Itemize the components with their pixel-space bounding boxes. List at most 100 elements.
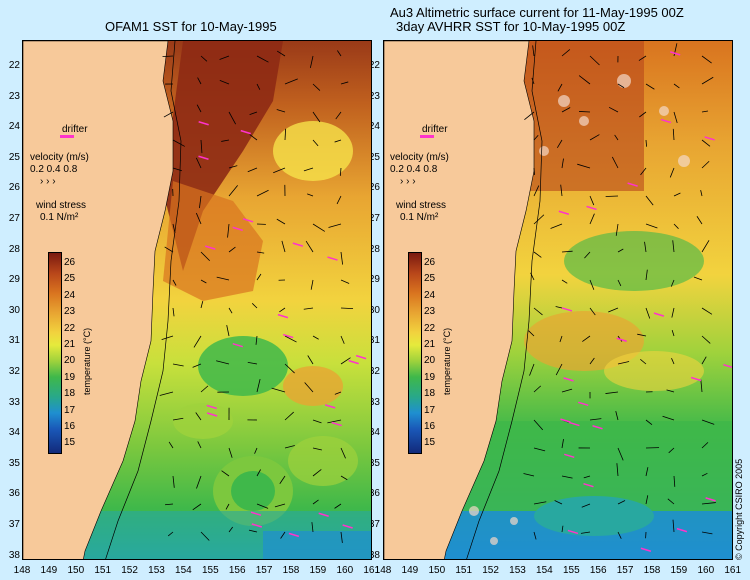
wind-stress-arrow	[669, 51, 681, 56]
velocity-arrow	[195, 412, 202, 421]
velocity-arrow	[589, 357, 595, 365]
velocity-arrow	[280, 531, 286, 539]
wind-stress-arrow	[592, 425, 603, 430]
velocity-arrow	[523, 473, 535, 477]
velocity-arrow	[199, 195, 202, 209]
velocity-arrow	[617, 531, 622, 539]
velocity-arrow	[340, 357, 351, 365]
right-wind-label: wind stress	[396, 200, 447, 211]
velocity-arrow	[334, 391, 342, 395]
velocity-arrow	[271, 387, 286, 393]
velocity-arrow	[200, 251, 211, 262]
velocity-arrow	[532, 45, 535, 57]
latitude-label: 24	[8, 121, 20, 133]
velocity-arrow	[673, 192, 681, 197]
latitude-label: 27	[368, 213, 380, 224]
wind-stress-arrow	[240, 129, 251, 135]
velocity-arrow	[645, 139, 647, 147]
latitude-label: 25	[368, 151, 380, 163]
colorbar-tick-label: 18	[424, 388, 436, 400]
left-sst-map-graphic	[23, 41, 371, 559]
velocity-arrow	[284, 128, 287, 141]
longitude-label: 156	[228, 565, 246, 576]
velocity-arrow	[640, 167, 647, 176]
velocity-arrow	[672, 128, 675, 141]
velocity-arrow	[172, 167, 183, 172]
right-velocity-values: 0.2 0.4 0.8	[390, 164, 438, 175]
velocity-arrow	[193, 335, 202, 348]
velocity-arrow	[312, 469, 322, 477]
velocity-arrow	[340, 335, 345, 344]
left-velocity-label: velocity (m/s)	[30, 152, 89, 163]
longitude-label: 155	[562, 565, 580, 576]
velocity-arrow	[163, 111, 174, 118]
velocity-arrow	[168, 441, 174, 449]
velocity-arrow	[256, 83, 261, 90]
velocity-arrow	[608, 106, 619, 113]
latitude-label: 27	[8, 213, 20, 224]
copyright-notice: © Copyright CSIRO 2005	[734, 458, 744, 560]
colorbar-tick-label: 15	[424, 437, 436, 449]
velocity-arrow	[700, 379, 703, 393]
velocity-arrow	[256, 55, 269, 63]
velocity-arrow	[219, 55, 230, 60]
wind-stress-arrow	[640, 547, 652, 552]
wind-stress-arrow	[277, 313, 289, 319]
velocity-arrow	[530, 272, 535, 281]
right-sst-map	[383, 40, 733, 560]
velocity-arrow	[327, 419, 342, 424]
velocity-arrow	[561, 388, 573, 393]
wind-stress-arrow	[348, 359, 359, 365]
latitude-label: 33	[8, 396, 20, 408]
velocity-arrow	[645, 223, 658, 229]
velocity-arrow	[671, 307, 675, 318]
latitude-label: 22	[8, 60, 20, 71]
velocity-arrow	[228, 526, 234, 533]
colorbar-tick-label: 21	[424, 339, 436, 350]
velocity-arrow	[192, 503, 202, 511]
latitude-label: 35	[368, 457, 380, 469]
latitude-label: 33	[368, 396, 380, 408]
velocity-arrow	[328, 223, 342, 228]
wind-stress-arrow	[355, 354, 367, 360]
velocity-arrow	[561, 49, 571, 57]
right-colorbar	[408, 252, 422, 454]
velocity-arrow	[337, 50, 342, 57]
velocity-arrow	[256, 503, 269, 509]
velocity-arrow	[583, 475, 591, 479]
velocity-arrow	[580, 531, 591, 534]
colorbar-tick-label: 15	[64, 437, 76, 449]
velocity-arrow	[336, 195, 342, 205]
velocity-arrow	[254, 447, 258, 454]
velocity-arrow	[581, 503, 591, 508]
velocity-arrow	[550, 223, 563, 229]
wind-stress-arrow	[705, 497, 716, 502]
velocity-arrow	[579, 111, 591, 113]
velocity-arrow	[248, 529, 258, 533]
velocity-arrow	[533, 134, 539, 141]
colorbar-tick-label: 23	[64, 306, 76, 318]
velocity-arrow	[340, 81, 349, 85]
velocity-arrow	[533, 251, 542, 258]
velocity-arrow	[195, 212, 202, 225]
velocity-arrow	[589, 418, 602, 421]
latitude-label: 28	[368, 243, 380, 255]
latitude-label: 25	[8, 151, 20, 163]
velocity-arrow	[701, 76, 714, 85]
velocity-arrow	[228, 165, 238, 169]
velocity-arrow	[693, 276, 703, 281]
wind-stress-arrow	[690, 376, 702, 382]
left-panel-title: OFAM1 SST for 10-May-1995	[105, 19, 277, 34]
colorbar-tick-label: 22	[64, 322, 76, 334]
latitude-label: 26	[8, 182, 20, 194]
wind-stress-arrow	[242, 218, 254, 223]
wind-stress-arrow	[232, 342, 243, 348]
velocity-arrow	[533, 501, 547, 505]
velocity-arrow	[225, 503, 230, 510]
colorbar-tick-label: 26	[424, 257, 436, 268]
velocity-arrow	[554, 500, 563, 505]
colorbar-tick-label: 20	[424, 355, 436, 367]
left-colorbar	[48, 252, 62, 454]
wind-stress-arrow	[558, 210, 570, 215]
velocity-arrow	[561, 250, 573, 253]
